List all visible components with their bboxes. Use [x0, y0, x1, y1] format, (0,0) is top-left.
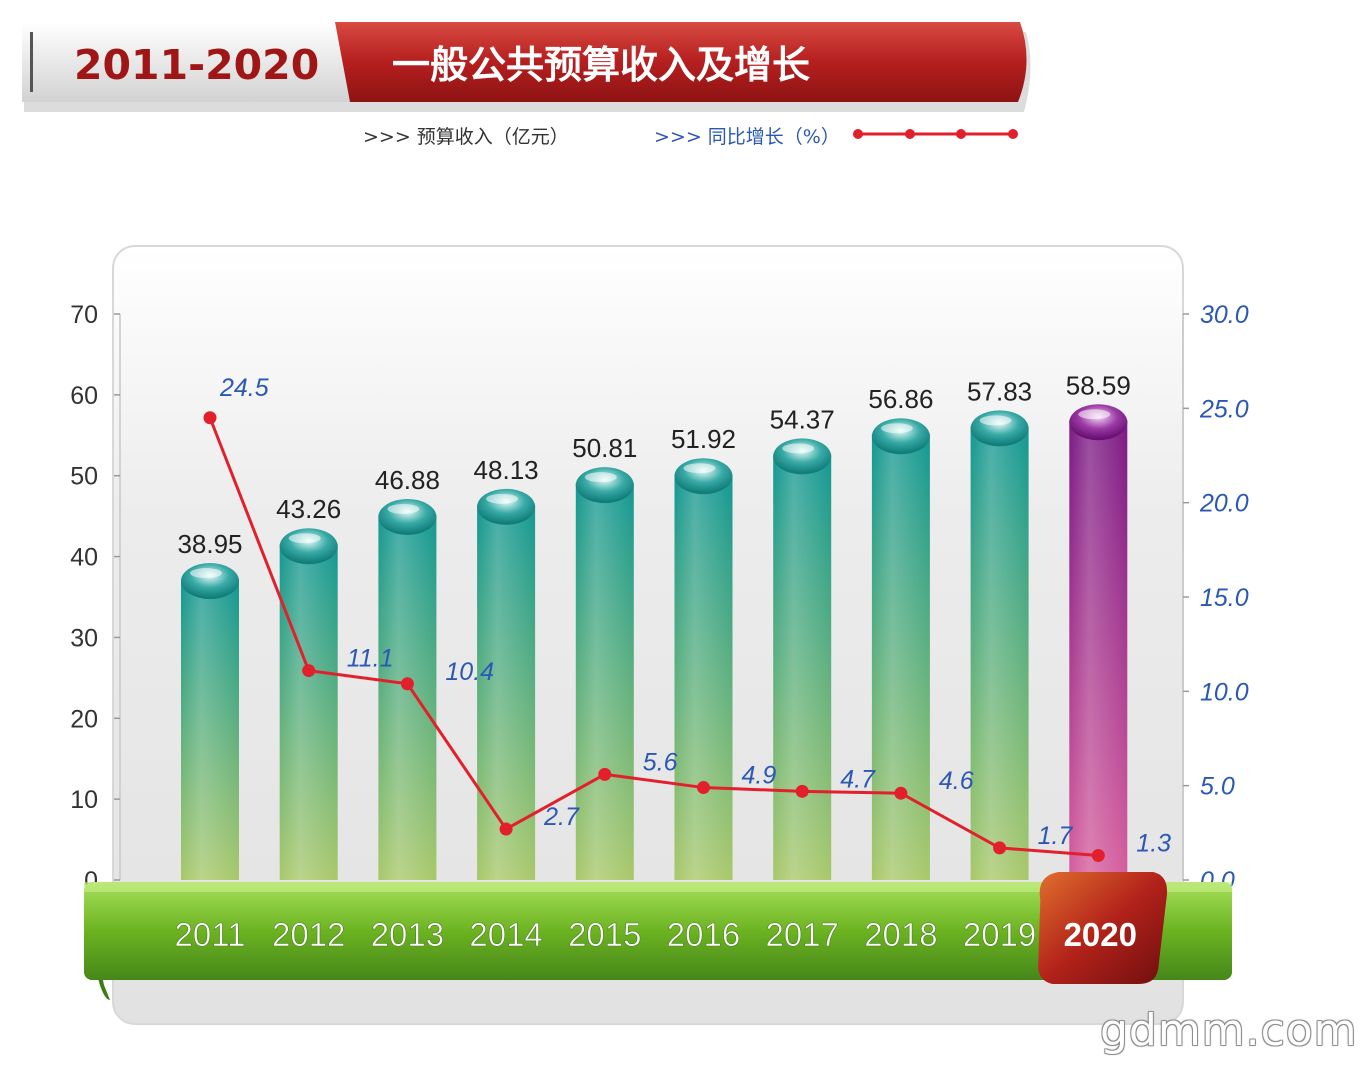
year-label: 2020 — [1064, 916, 1137, 953]
year-label: 2017 — [765, 916, 838, 953]
left-axis-tick-label: 10 — [70, 786, 98, 814]
growth-point — [302, 664, 316, 678]
banner-title: 一般公共预算收入及增长 — [392, 43, 810, 87]
revenue-value-label: 57.83 — [967, 376, 1032, 406]
revenue-bar-shine — [575, 483, 634, 880]
right-axis-tick-label: 30.0 — [1200, 301, 1249, 329]
year-ribbon — [84, 872, 1232, 1000]
revenue-bar-shine — [181, 579, 239, 880]
revenue-value-label: 56.86 — [868, 384, 933, 414]
revenue-value-label: 54.37 — [770, 404, 835, 434]
growth-value-label: 1.3 — [1136, 829, 1171, 857]
growth-point — [1091, 848, 1105, 862]
revenue-value-label: 50.81 — [572, 433, 637, 463]
revenue-bar-highlight — [782, 443, 815, 454]
revenue-bar-shine — [1069, 420, 1128, 880]
revenue-bar-highlight — [486, 493, 519, 504]
growth-point — [894, 786, 908, 800]
growth-point — [795, 784, 809, 798]
growth-value-label: 2.7 — [543, 803, 580, 831]
revenue-value-label: 48.13 — [474, 455, 539, 485]
growth-point — [499, 822, 513, 836]
left-axis-tick-label: 30 — [70, 624, 98, 652]
year-label: 2012 — [272, 916, 345, 953]
revenue-bar-highlight — [880, 423, 913, 434]
revenue-bar-highlight — [387, 503, 420, 514]
revenue-bar-shine — [674, 474, 733, 880]
left-axis-tick-label: 40 — [70, 544, 98, 572]
year-label: 2016 — [667, 916, 740, 953]
banner-period: 2011-2020 — [74, 41, 319, 89]
growth-line-series — [203, 411, 1105, 862]
right-axis-tick-label: 10.0 — [1200, 678, 1249, 706]
revenue-value-labels: 38.95 43.26 46.88 48.13 50.81 51.92 54.37 56.86… — [177, 370, 1130, 559]
legend-growth-label: >>> 同比增长（%） — [654, 126, 840, 148]
year-label: 2011 — [175, 916, 246, 953]
growth-value-label: 4.9 — [742, 762, 777, 790]
revenue-bar-highlight — [190, 568, 222, 579]
right-axis-tick-label: 20.0 — [1199, 490, 1249, 518]
growth-value-label: 1.7 — [1038, 822, 1074, 850]
year-label: 2014 — [469, 916, 542, 953]
revenue-value-label: 51.92 — [671, 424, 736, 454]
growth-value-label: 5.6 — [643, 748, 678, 776]
right-axis-tick-label: 25.0 — [1199, 395, 1249, 423]
growth-value-label: 11.1 — [347, 645, 394, 673]
revenue-bar-highlight — [288, 533, 321, 544]
left-axis-tick-label: 20 — [70, 705, 98, 733]
growth-point — [598, 767, 612, 781]
x-axis-year-labels: 2011 2012 2013 2014 2015 2016 2017 2018 2019 2020 — [174, 916, 1137, 954]
highlight-year-tag — [1038, 872, 1168, 984]
year-label: 2013 — [371, 916, 444, 953]
right-axis-tick-label: 15.0 — [1200, 584, 1249, 612]
revenue-bars — [181, 404, 1128, 880]
revenue-bar-shine — [773, 454, 832, 880]
growth-value-label: 24.5 — [219, 374, 269, 402]
revenue-value-label: 58.59 — [1066, 370, 1131, 400]
right-y-axis: 0.05.010.015.020.025.030.0 — [1183, 301, 1249, 895]
title-banner: 2011-2020 一般公共预算收入及增长 — [22, 22, 1031, 112]
revenue-value-label: 46.88 — [375, 465, 440, 495]
growth-value-label: 4.7 — [840, 765, 876, 793]
growth-point — [400, 677, 414, 691]
year-label: 2018 — [864, 916, 937, 953]
growth-value-label: 4.6 — [939, 767, 974, 795]
revenue-bar-shine — [871, 434, 930, 880]
revenue-bar-highlight — [979, 415, 1012, 426]
left-axis-tick-label: 50 — [70, 463, 98, 491]
growth-value-label: 10.4 — [445, 658, 494, 686]
revenue-bar-shine — [378, 514, 437, 880]
legend-growth-line-icon — [853, 129, 1018, 139]
year-label: 2015 — [568, 916, 641, 953]
right-axis-tick-label: 5.0 — [1200, 773, 1235, 801]
revenue-value-label: 43.26 — [276, 494, 341, 524]
revenue-bar-shine — [970, 426, 1029, 880]
left-axis-tick-label: 60 — [70, 382, 98, 410]
revenue-value-label: 38.95 — [177, 529, 242, 559]
legend-revenue-label: >>> 预算收入（亿元） — [363, 126, 569, 148]
growth-point — [203, 411, 217, 425]
growth-line — [208, 417, 1099, 857]
revenue-bar-shine — [279, 544, 338, 880]
revenue-bar-highlight — [1078, 409, 1111, 420]
watermark: gdmm.com — [1100, 1005, 1358, 1056]
year-label: 2019 — [963, 916, 1036, 953]
growth-point — [993, 841, 1007, 855]
revenue-bar-highlight — [584, 472, 617, 483]
growth-point — [697, 781, 710, 795]
left-axis-tick-label: 70 — [70, 301, 98, 329]
growth-value-labels: 24.5 11.1 10.4 2.7 5.6 4.9 4.7 4.6 1.7 1.3 — [219, 374, 1171, 858]
revenue-bar-highlight — [683, 463, 716, 474]
